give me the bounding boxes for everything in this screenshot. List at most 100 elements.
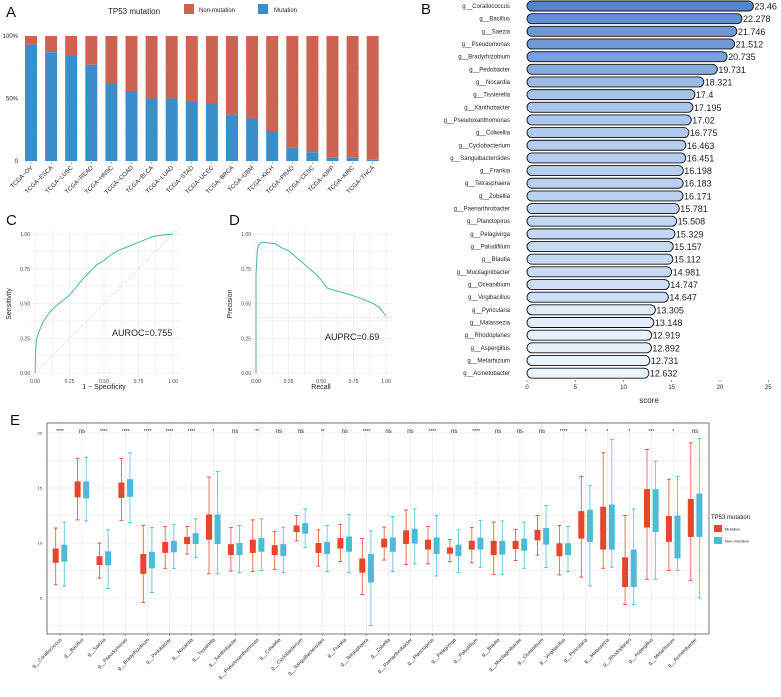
significance-label: **** bbox=[363, 429, 371, 435]
non-mutation-box bbox=[696, 493, 703, 537]
significance-label: **** bbox=[166, 429, 174, 435]
bar-category-label: g__Malassezia bbox=[470, 321, 511, 327]
non-mutation-box bbox=[105, 551, 112, 566]
x-tick-label: 10 bbox=[620, 385, 627, 391]
significance-label: ns bbox=[298, 429, 304, 435]
mutation-box bbox=[118, 482, 125, 498]
x-tick-label: 0.25 bbox=[65, 379, 75, 385]
mutation-box bbox=[425, 539, 431, 550]
legend-title: TP53 mutation bbox=[108, 7, 160, 16]
mutation-box bbox=[578, 511, 585, 539]
bar-nonmutation bbox=[346, 36, 359, 158]
bar-category-label: g__Blautia bbox=[482, 257, 511, 263]
bar-category-label: g__Pelagivirga bbox=[470, 232, 510, 238]
significance-label: ns bbox=[517, 429, 523, 435]
bar-nonmutation bbox=[65, 36, 78, 56]
bar-nonmutation bbox=[85, 36, 98, 65]
score-bar bbox=[526, 355, 651, 366]
significance-label: ns bbox=[79, 429, 85, 435]
x-tick-label: 25 bbox=[765, 385, 772, 391]
significance-label: ** bbox=[321, 429, 325, 435]
bar-mutation bbox=[306, 152, 319, 161]
bar-value-label: 15.157 bbox=[674, 242, 702, 252]
bar-value-label: 12.632 bbox=[650, 369, 678, 379]
y-tick-label: 0.50 bbox=[241, 302, 251, 308]
y-axis-title: Sensitivity bbox=[6, 288, 13, 320]
bar-mutation bbox=[266, 131, 279, 161]
score-bar bbox=[526, 165, 684, 177]
bar-category-label: g__Xanthobacter bbox=[464, 105, 510, 111]
bar-value-label: 16.183 bbox=[684, 179, 712, 189]
bar-category-label: g__Tetrasphaera bbox=[465, 181, 511, 187]
metric-annotation: AUROC=0.755 bbox=[112, 328, 172, 338]
bar-value-label: 18.321 bbox=[705, 77, 733, 87]
bar-value-label: 22.278 bbox=[743, 14, 771, 24]
bar-nonmutation bbox=[205, 36, 218, 104]
panel-d-pr-curve: 0.00 0.25 0.50 0.75 1.00 0.00 0.25 0.50 0.75 1.00… bbox=[227, 229, 393, 391]
bar-value-label: 16.775 bbox=[690, 128, 718, 138]
legend-label-mutation: Mutation bbox=[725, 527, 740, 532]
bar-value-label: 17.4 bbox=[696, 90, 714, 100]
y-tick-label: 1.00 bbox=[241, 232, 251, 238]
score-bar bbox=[526, 101, 694, 113]
y-tick-label: 1.00 bbox=[20, 232, 30, 238]
y-tick-label: 0.00 bbox=[241, 371, 251, 377]
curve-line bbox=[255, 241, 387, 373]
bar-value-label: 12.892 bbox=[652, 343, 680, 353]
mutation-box bbox=[206, 514, 212, 540]
bar-category-label: g__Colwellia bbox=[476, 131, 511, 137]
score-bar bbox=[526, 0, 754, 12]
bar-category-label: g__Paenarthrobacter bbox=[454, 207, 510, 213]
x-tick-label: 0.25 bbox=[284, 379, 294, 385]
bar-mutation bbox=[185, 101, 198, 161]
bar-nonmutation bbox=[185, 36, 198, 101]
bar-value-label: 12.919 bbox=[653, 331, 681, 341]
bar-category-label: g__Nocardia bbox=[476, 80, 511, 86]
legend-label-mutation: Mutation bbox=[274, 8, 297, 14]
non-mutation-box bbox=[236, 543, 243, 556]
bar-nonmutation bbox=[286, 36, 299, 148]
legend-label-nonmutation: Non-mutation bbox=[725, 539, 749, 544]
bar-value-label: 21.512 bbox=[736, 39, 764, 49]
non-mutation-box bbox=[324, 541, 331, 554]
panel-b-score-bar-chart: g__Corallococcus 23.46 g__Bacillus 22.278 g_… bbox=[444, 0, 777, 405]
non-mutation-box bbox=[280, 544, 287, 557]
non-mutation-box bbox=[543, 528, 550, 545]
bar-category-label: g__Planctopirus bbox=[467, 219, 510, 225]
bar-value-label: 14.747 bbox=[670, 280, 698, 290]
significance-label: ns bbox=[495, 429, 501, 435]
bar-category-label: g__Paludifilum bbox=[471, 245, 510, 251]
x-tick-label: 5 bbox=[574, 385, 578, 391]
bar-mutation bbox=[286, 147, 299, 161]
y-tick-label: 100% bbox=[3, 34, 19, 40]
x-tick-label: g__Frankia bbox=[326, 637, 348, 659]
significance-label: * bbox=[607, 429, 609, 435]
bar-mutation bbox=[226, 114, 238, 161]
bar-value-label: 15.112 bbox=[674, 255, 701, 265]
bar-value-label: 17.195 bbox=[694, 103, 722, 113]
bar-mutation bbox=[165, 98, 178, 161]
bar-value-label: 13.148 bbox=[655, 318, 683, 328]
significance-label: ns bbox=[385, 429, 391, 435]
score-bar bbox=[526, 266, 673, 278]
bar-nonmutation bbox=[306, 36, 319, 153]
score-bar bbox=[526, 63, 718, 75]
x-axis-title: Recall bbox=[311, 384, 331, 391]
bar-mutation bbox=[205, 103, 218, 161]
significance-label: **** bbox=[100, 429, 108, 435]
bar-category-label: g__Zobellia bbox=[479, 194, 511, 200]
score-bar bbox=[526, 13, 743, 25]
bar-mutation bbox=[145, 98, 158, 161]
score-bar bbox=[526, 177, 684, 189]
mutation-box bbox=[600, 506, 607, 550]
bar-category-label: g__Corallococcus bbox=[462, 4, 510, 10]
panel-label-e: E bbox=[10, 412, 20, 429]
non-mutation-box bbox=[61, 544, 68, 562]
score-bar bbox=[526, 291, 669, 303]
significance-label: ns bbox=[342, 429, 348, 435]
y-tick-label: 0.75 bbox=[241, 267, 251, 273]
y-tick-label: 0.25 bbox=[20, 336, 30, 342]
legend-key-nonmutation bbox=[184, 4, 194, 14]
x-tick-label: 1.00 bbox=[381, 379, 391, 385]
